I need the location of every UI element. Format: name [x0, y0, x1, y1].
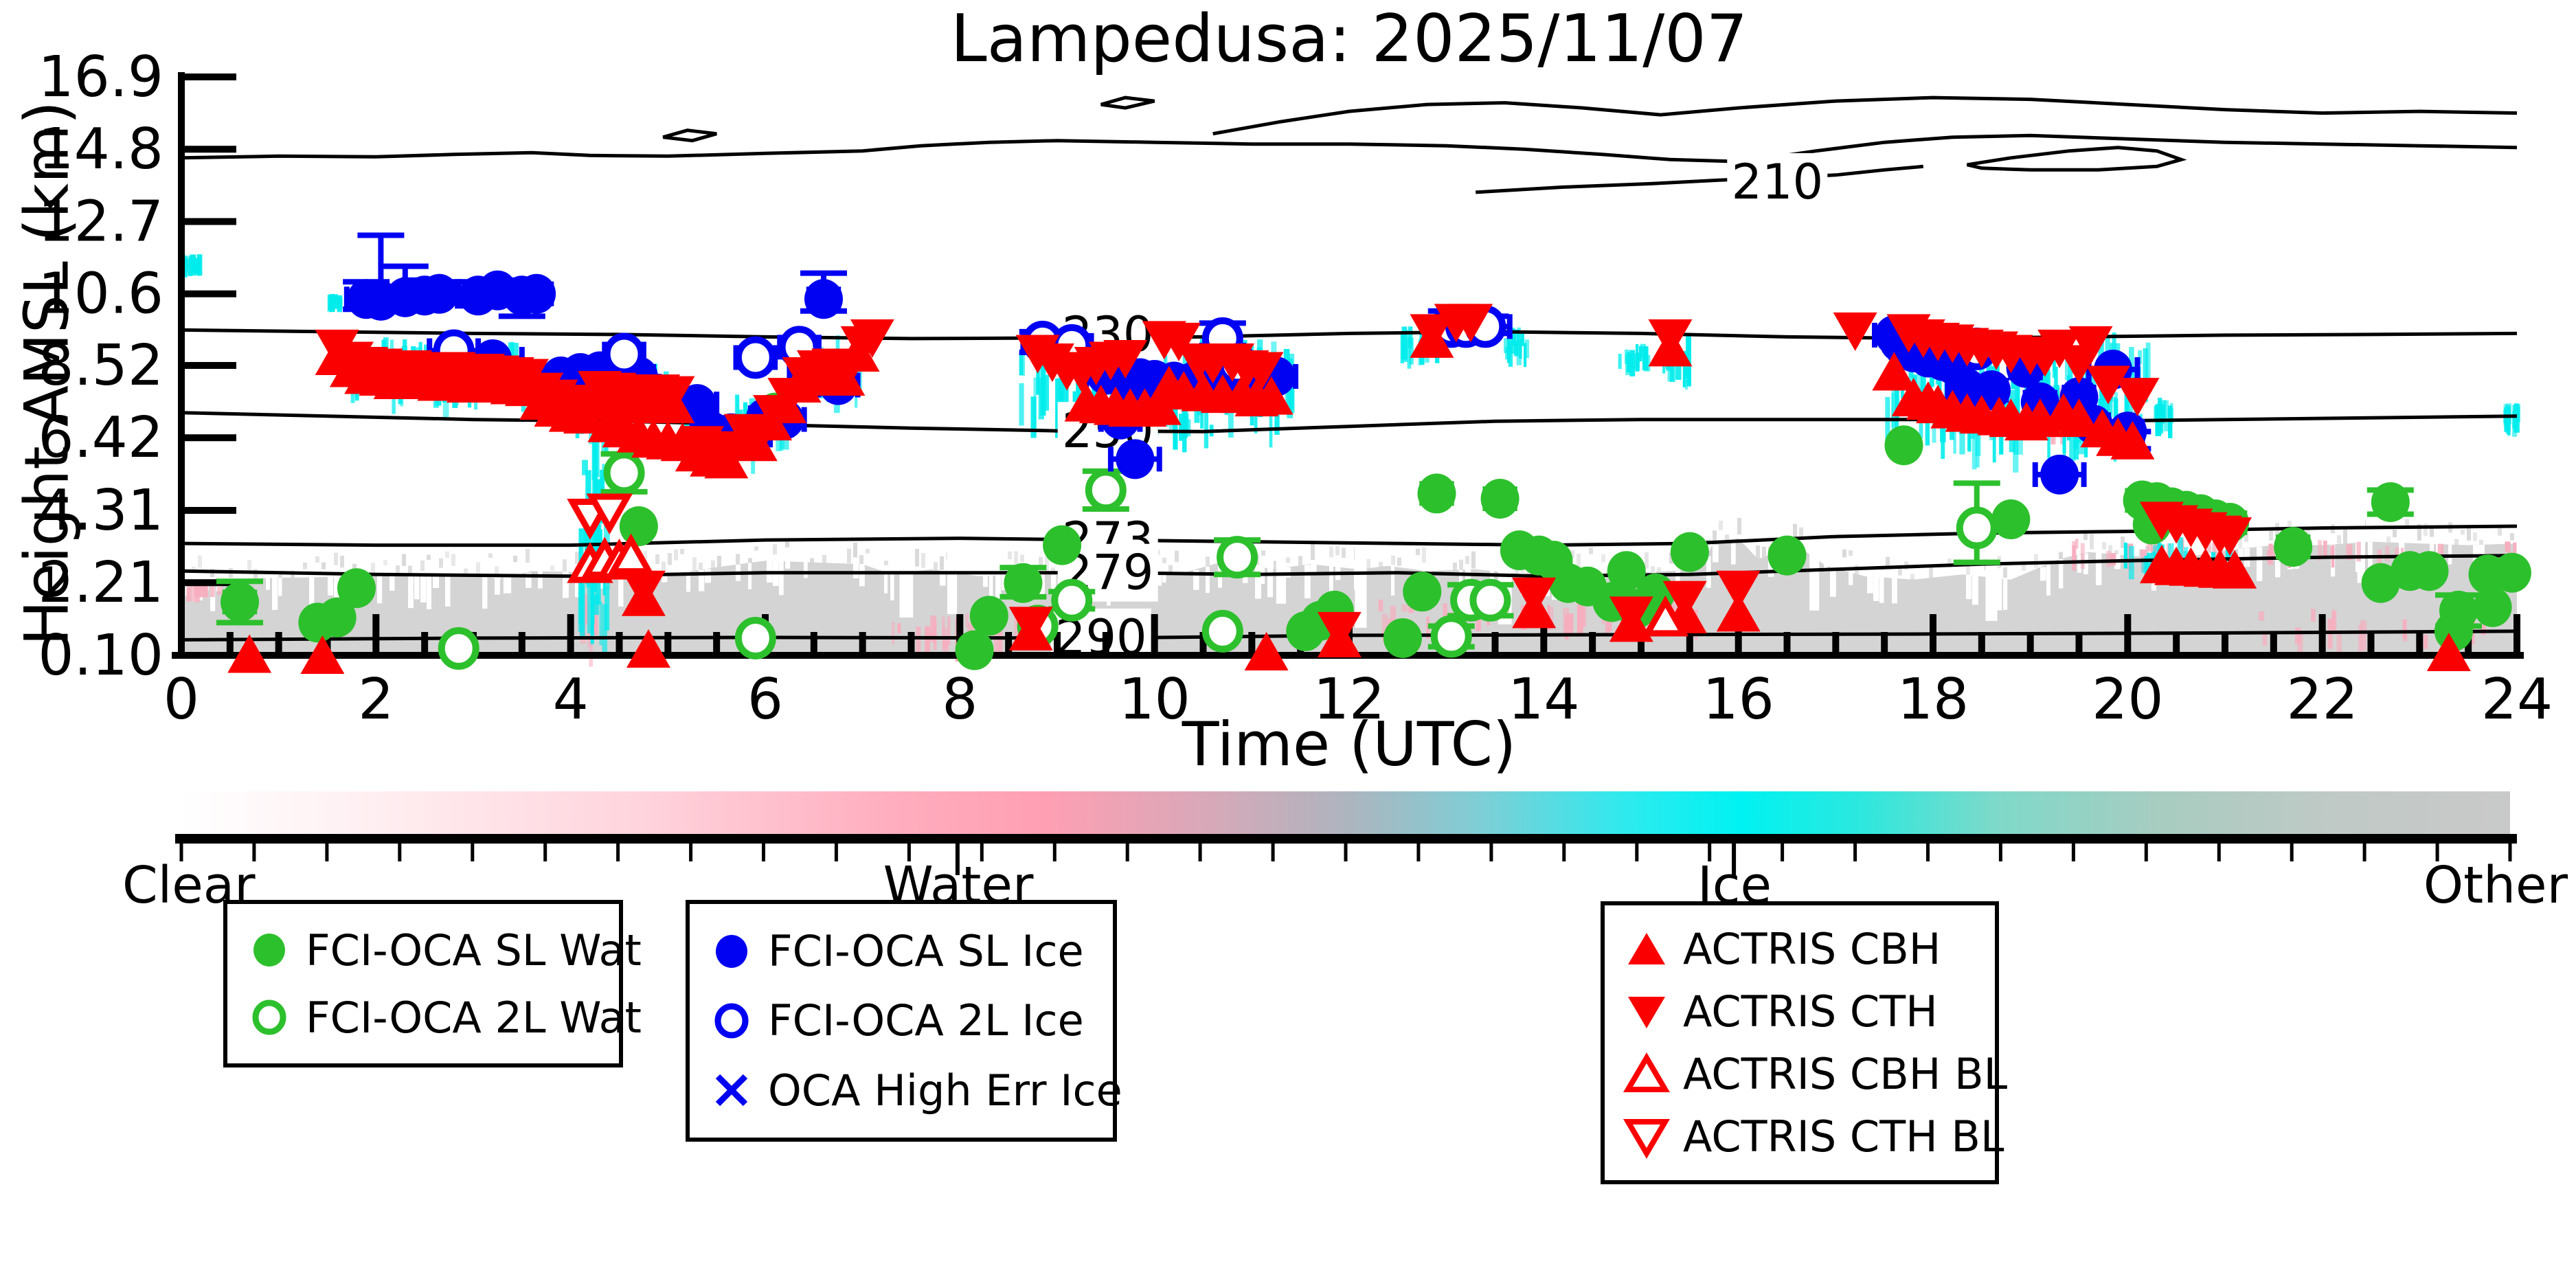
y-tick-label: 12.7	[38, 189, 163, 254]
legend-item: ACTRIS CBH BL	[1623, 1043, 2007, 1105]
tri-up-open-icon	[1623, 1052, 1670, 1092]
tri-down-open-icon	[1623, 1118, 1670, 1159]
y-tick-label: 2.21	[38, 550, 163, 615]
contour-210	[662, 128, 717, 143]
y-tick-label: 0.10	[38, 623, 163, 688]
legend-item: OCA High Err Ice	[708, 1056, 1122, 1125]
y-tick-label: 10.6	[38, 262, 163, 327]
tri-down-filled-icon	[1628, 996, 1665, 1028]
legend-item-label: ACTRIS CTH	[1683, 986, 1938, 1037]
circle-filled-icon	[253, 934, 285, 967]
contour-210	[1212, 95, 2518, 136]
legend-item-label: ACTRIS CBH BL	[1683, 1049, 2008, 1099]
legend-item-label: OCA High Err Ice	[768, 1065, 1122, 1116]
legend-item-label: FCI-OCA SL Wat	[306, 925, 642, 975]
circle-filled-icon	[716, 934, 747, 968]
contour-210	[1476, 164, 1924, 194]
legend-box-fci-ice: FCI-OCA SL Ice FCI-OCA 2L Ice OCA High Err…	[686, 900, 1122, 1142]
contour-210	[1967, 146, 2187, 172]
axes: 16.914.812.710.68.526.424.312.210.100 2 4 6…	[38, 45, 2553, 732]
y-tick-label: 16.9	[38, 45, 163, 110]
y-tick-label: 6.42	[38, 405, 163, 471]
x-tick-label: 10	[1118, 667, 1190, 732]
y-tick-label: 8.52	[38, 333, 163, 398]
legend-item-label: FCI-OCA 2L Ice	[768, 995, 1084, 1046]
x-axis-label: Time (UTC)	[1182, 709, 1517, 780]
y-tick-label: 14.8	[38, 117, 163, 182]
legend-item: FCI-OCA 2L Ice	[708, 986, 1095, 1055]
contour-210	[1100, 95, 1155, 110]
x-open-icon	[715, 1074, 748, 1107]
contour-230	[181, 328, 2518, 341]
page-title: Lampedusa: 2025/11/07	[950, 1, 1748, 77]
legend-item: ACTRIS CTH	[1623, 980, 1977, 1043]
x-tick-label: 24	[2481, 667, 2553, 732]
legend-box-fci-wat: FCI-OCA SL Wat FCI-OCA 2L Wat	[223, 900, 642, 1067]
legend-item-label: FCI-OCA SL Ice	[768, 926, 1084, 977]
class-colorbar	[181, 791, 2510, 834]
series-actris-cth-bl	[567, 493, 633, 540]
x-tick-label: 2	[358, 667, 394, 732]
legend-item-label: ACTRIS CBH	[1683, 924, 1941, 974]
x-tick-label: 8	[942, 667, 978, 732]
tri-up-filled-icon	[1628, 932, 1665, 964]
circle-open-icon	[252, 999, 286, 1035]
y-axis-label: Height AMSL (km)	[11, 100, 82, 646]
x-tick-label: 12	[1313, 667, 1385, 732]
contour-label-210: 210	[1732, 154, 1824, 210]
legend-item: ACTRIS CBH	[1623, 918, 1977, 980]
legend-item: ACTRIS CTH BL	[1623, 1105, 2004, 1168]
x-tick-label: 20	[2092, 667, 2163, 732]
series-actris-cbh	[227, 319, 2471, 674]
x-tick-label: 0	[163, 667, 199, 732]
series-actris-cbh-bl	[567, 533, 1689, 637]
colorbar-axis-line	[175, 834, 2517, 844]
x-tick-label: 22	[2286, 667, 2358, 732]
contour-210	[181, 133, 2518, 163]
legend-item: FCI-OCA SL Wat	[245, 916, 642, 984]
legend-item: FCI-OCA SL Ice	[708, 916, 1095, 986]
series-fci-oca-sl-wat	[216, 392, 2531, 670]
legend-box-actris: ACTRIS CBH ACTRIS CTH ACTRIS CBH BL ACTRIS …	[1601, 901, 2007, 1184]
legend-item-label: FCI-OCA 2L Wat	[306, 992, 642, 1043]
x-tick-label: 18	[1897, 667, 1969, 732]
x-tick-label: 4	[553, 667, 589, 732]
colorbar-label-other: Other	[2423, 856, 2568, 915]
x-tick-label: 14	[1508, 667, 1579, 732]
legend-item: FCI-OCA 2L Wat	[245, 984, 642, 1051]
x-tick-label: 16	[1702, 667, 1774, 732]
circle-open-icon	[714, 1003, 749, 1039]
x-tick-label: 6	[747, 667, 783, 732]
y-tick-label: 4.31	[38, 478, 163, 543]
legend-item-label: ACTRIS CTH BL	[1683, 1111, 2004, 1162]
